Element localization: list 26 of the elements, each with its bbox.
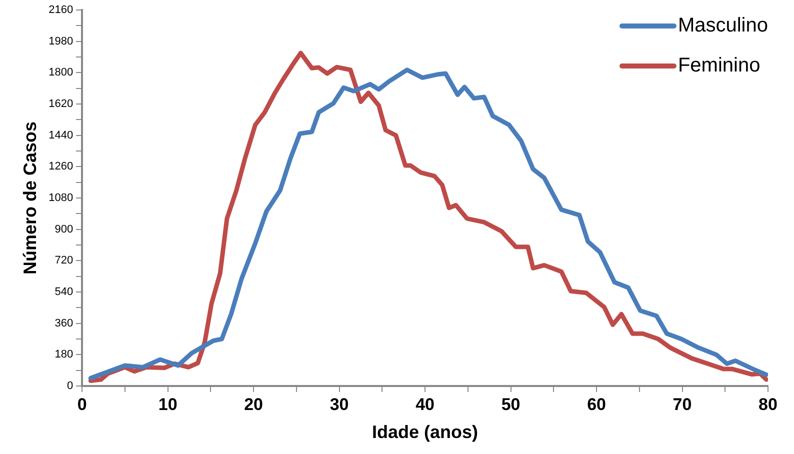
y-axis-title: Número de Casos (20, 121, 40, 275)
y-tick-label: 1440 (48, 129, 74, 142)
x-tick-label: 50 (501, 394, 520, 414)
y-tick-label: 1620 (48, 98, 74, 110)
y-tick-label: 540 (54, 286, 74, 298)
x-tick-label: 60 (587, 394, 606, 414)
x-tick-label: 70 (672, 394, 692, 414)
y-tick-label: 1260 (48, 160, 74, 173)
y-tick-label: 180 (54, 348, 74, 361)
y-tick-label: 1980 (48, 35, 74, 48)
y-tick-label: 720 (54, 254, 74, 267)
legend-label: Feminino (678, 54, 760, 77)
x-tick-label: 80 (758, 394, 778, 414)
legend-label: Masculino (678, 14, 768, 37)
x-tick-label: 40 (416, 394, 434, 414)
y-tick-label: 0 (66, 380, 74, 392)
y-tick-label: 2160 (48, 4, 74, 16)
x-tick-label: 30 (330, 394, 349, 414)
y-tick-label: 1800 (48, 66, 74, 79)
x-tick-label: 10 (158, 394, 178, 414)
x-tick-label: 0 (77, 394, 87, 414)
y-tick-label: 1080 (48, 192, 74, 204)
x-axis-title: Idade (anos) (372, 422, 478, 442)
y-tick-label: 360 (54, 317, 74, 330)
y-tick-label: 900 (54, 223, 74, 236)
x-tick-label: 20 (244, 394, 264, 414)
